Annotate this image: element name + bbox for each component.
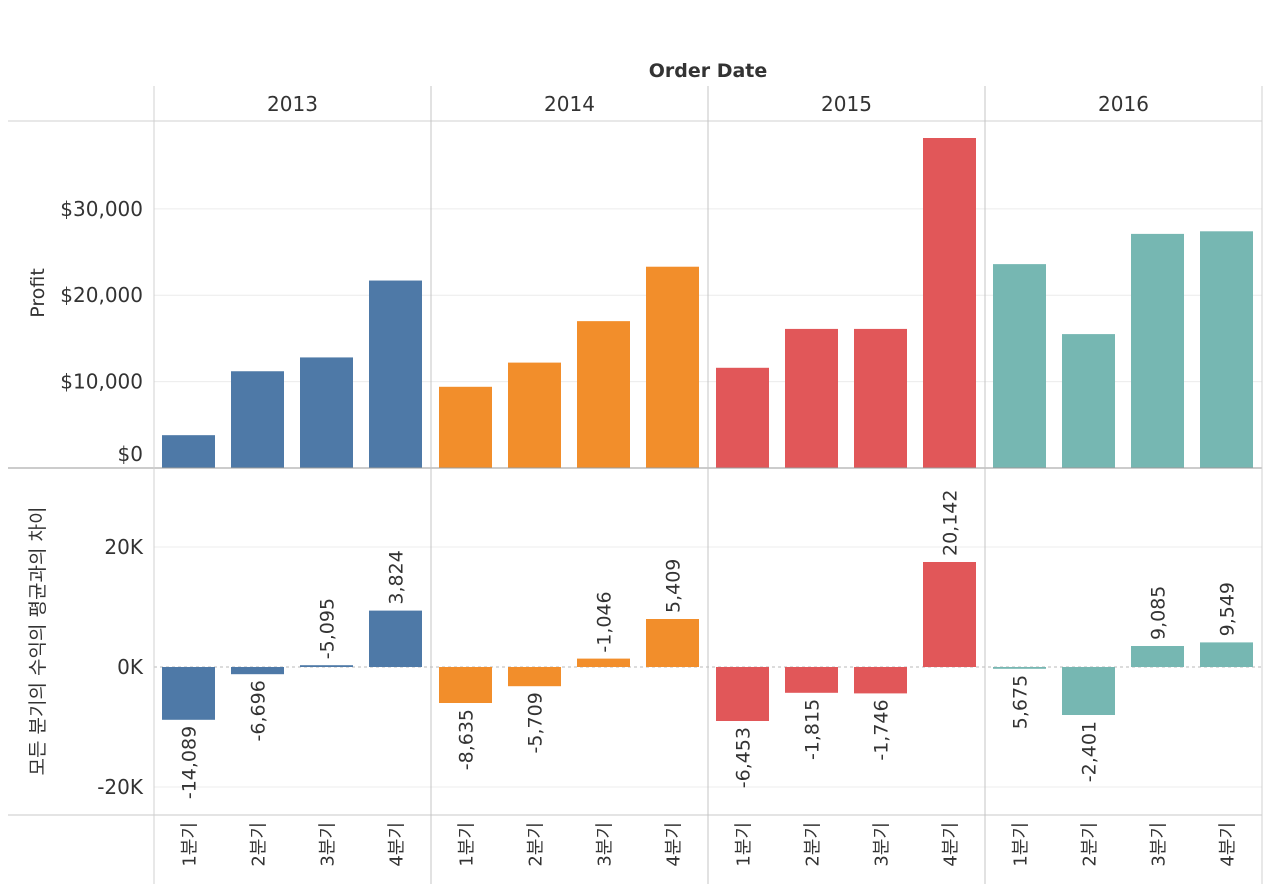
quarter-label-2013-q2: 2분기: [249, 822, 270, 867]
quarter-label-2016-q1: 1분기: [1011, 822, 1032, 867]
profit-bar-2016-q1: [993, 264, 1046, 468]
difference-data-label-2013-q2: -6,696: [248, 680, 270, 741]
difference-bar-2015-q2: [785, 667, 838, 693]
difference-bar-2015-q3: [854, 667, 907, 693]
difference-data-label-2014-q1: -8,635: [456, 709, 478, 770]
quarter-label-2013-q4: 4분기: [387, 822, 408, 867]
difference-bar-2013-q1: [162, 667, 215, 720]
profit-bar-2013-q2: [231, 371, 284, 468]
profit-bar-2015-q1: [716, 368, 769, 468]
year-header-2014: 2014: [544, 92, 595, 116]
profit-bar-2014-q3: [577, 321, 630, 468]
column-header-title: Order Date: [649, 60, 768, 82]
quarter-label-2014-q2: 2분기: [526, 822, 547, 867]
profit-bar-2015-q3: [854, 329, 907, 468]
text-labels: -14,089 1분기 -6,696 2분기 -5,095 3분기 3,824 4분기 2013…: [60, 92, 1238, 867]
difference-axis-title: 모든 분기의 수익의 평균과의 차이: [27, 507, 49, 776]
difference-tick-label-2: 20K: [104, 535, 143, 559]
profit-bar-2013-q1: [162, 435, 215, 468]
profit-bar-2015-q2: [785, 329, 838, 468]
difference-bar-2013-q3: [300, 665, 353, 667]
profit-tick-label-3: $30,000: [60, 197, 143, 221]
difference-data-label-2014-q2: -5,709: [525, 692, 547, 753]
quarter-label-2013-q1: 1분기: [180, 822, 201, 867]
difference-tick-label-0: -20K: [97, 775, 144, 799]
profit-bar-2016-q4: [1200, 231, 1253, 468]
profit-bar-2014-q2: [508, 363, 561, 468]
quarter-label-2014-q3: 3분기: [595, 822, 616, 867]
difference-bar-2016-q2: [1062, 667, 1115, 715]
quarter-label-2015-q3: 3분기: [872, 822, 893, 867]
difference-data-label-2016-q2: -2,401: [1079, 721, 1101, 782]
difference-bar-2016-q1: [993, 667, 1046, 669]
difference-bar-2014-q3: [577, 659, 630, 667]
profit-tick-label-2: $20,000: [60, 283, 143, 307]
difference-data-label-2013-q3: -5,095: [317, 598, 339, 659]
profit-bar-2015-q4: [923, 138, 976, 468]
profit-axis-title: Profit: [27, 268, 49, 318]
quarter-label-2014-q4: 4분기: [664, 822, 685, 867]
quarter-label-2016-q3: 3분기: [1149, 822, 1170, 867]
quarter-label-2016-q2: 2분기: [1080, 822, 1101, 867]
profit-tick-label-0: $0: [118, 442, 143, 466]
difference-bar-2015-q1: [716, 667, 769, 721]
profit-tick-label-1: $10,000: [60, 370, 143, 394]
difference-bar-2013-q2: [231, 667, 284, 674]
difference-data-label-2016-q3: 9,085: [1148, 586, 1170, 640]
difference-data-label-2015-q4: 20,142: [940, 490, 962, 556]
difference-bar-2013-q4: [369, 611, 422, 667]
profit-bar-2016-q2: [1062, 334, 1115, 468]
difference-data-label-2015-q3: -1,746: [871, 699, 893, 760]
profit-by-quarter-chart: -14,089 1분기 -6,696 2분기 -5,095 3분기 3,824 4분기 2013…: [0, 0, 1280, 890]
quarter-label-2015-q1: 1분기: [734, 822, 755, 867]
year-header-2016: 2016: [1098, 92, 1149, 116]
profit-bar-2013-q3: [300, 357, 353, 468]
difference-data-label-2016-q1: 5,675: [1010, 675, 1032, 729]
quarter-label-2015-q4: 4분기: [941, 822, 962, 867]
quarter-label-2015-q2: 2분기: [803, 822, 824, 867]
profit-bar-2014-q1: [439, 387, 492, 468]
difference-bar-2015-q4: [923, 562, 976, 667]
difference-bar-2016-q3: [1131, 646, 1184, 667]
difference-data-label-2014-q4: 5,409: [663, 559, 685, 613]
difference-data-label-2014-q3: -1,046: [594, 591, 616, 652]
difference-bar-2014-q1: [439, 667, 492, 703]
quarter-label-2014-q1: 1분기: [457, 822, 478, 867]
difference-data-label-2016-q4: 9,549: [1217, 582, 1239, 636]
profit-bar-2013-q4: [369, 281, 422, 468]
difference-bar-2016-q4: [1200, 642, 1253, 667]
difference-data-label-2015-q1: -6,453: [733, 727, 755, 788]
profit-bar-2014-q4: [646, 267, 699, 468]
difference-bar-2014-q4: [646, 619, 699, 667]
difference-bar-2014-q2: [508, 667, 561, 686]
difference-tick-label-1: 0K: [117, 655, 144, 679]
quarter-label-2013-q3: 3분기: [318, 822, 339, 867]
year-header-2015: 2015: [821, 92, 872, 116]
difference-data-label-2015-q2: -1,815: [802, 699, 824, 760]
difference-data-label-2013-q1: -14,089: [179, 726, 201, 799]
difference-data-label-2013-q4: 3,824: [386, 550, 408, 604]
year-header-2013: 2013: [267, 92, 318, 116]
profit-bar-2016-q3: [1131, 234, 1184, 468]
quarter-label-2016-q4: 4분기: [1218, 822, 1239, 867]
